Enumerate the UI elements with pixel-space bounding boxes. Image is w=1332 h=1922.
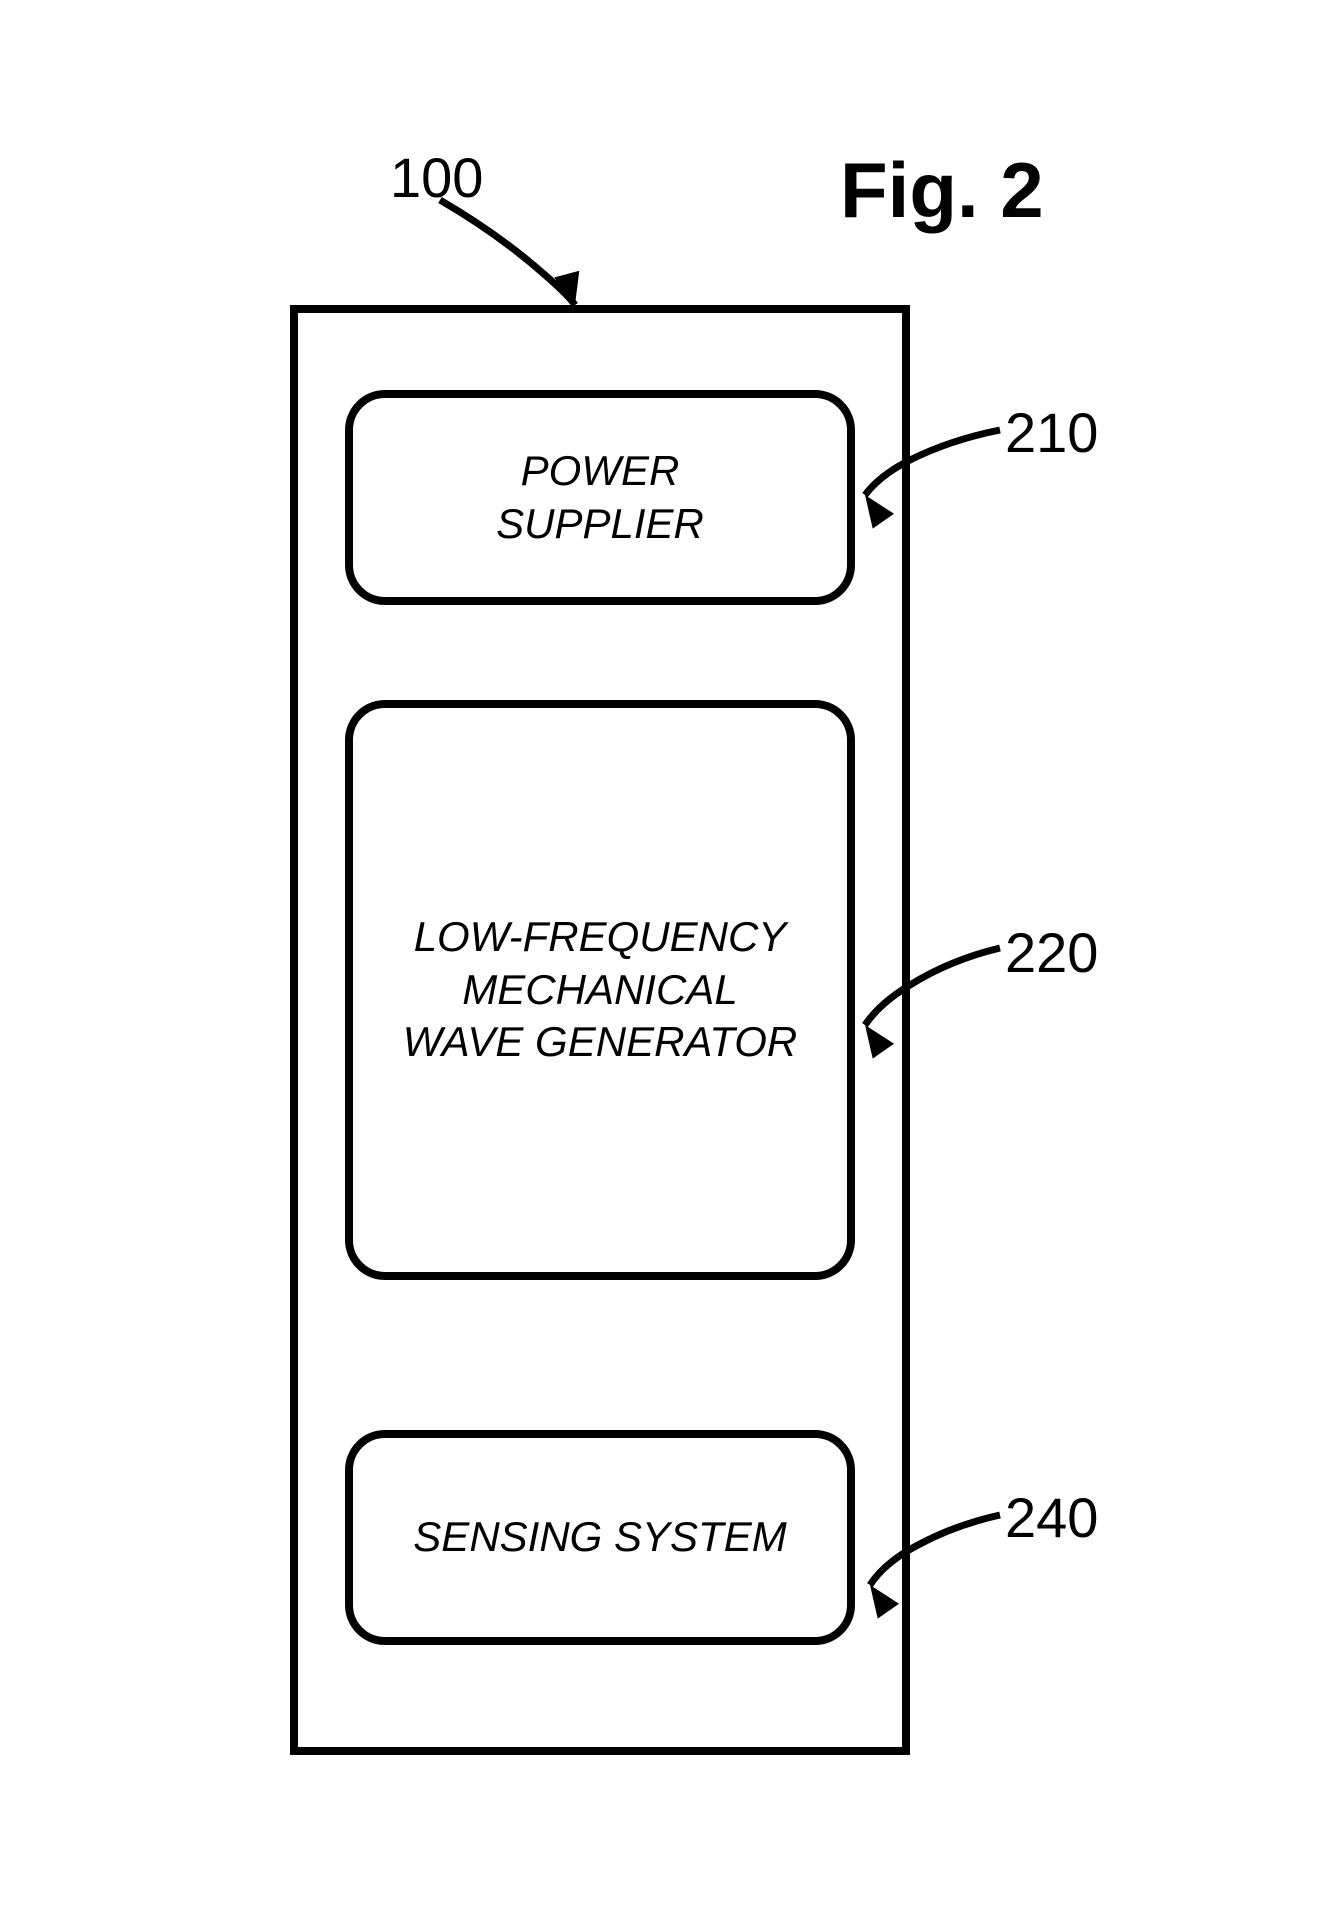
leader-main (440, 200, 579, 305)
leader-power (865, 430, 1000, 529)
leader-sensing (870, 1515, 1000, 1619)
leader-generator (865, 948, 1000, 1059)
leader-lines (0, 0, 1332, 1922)
